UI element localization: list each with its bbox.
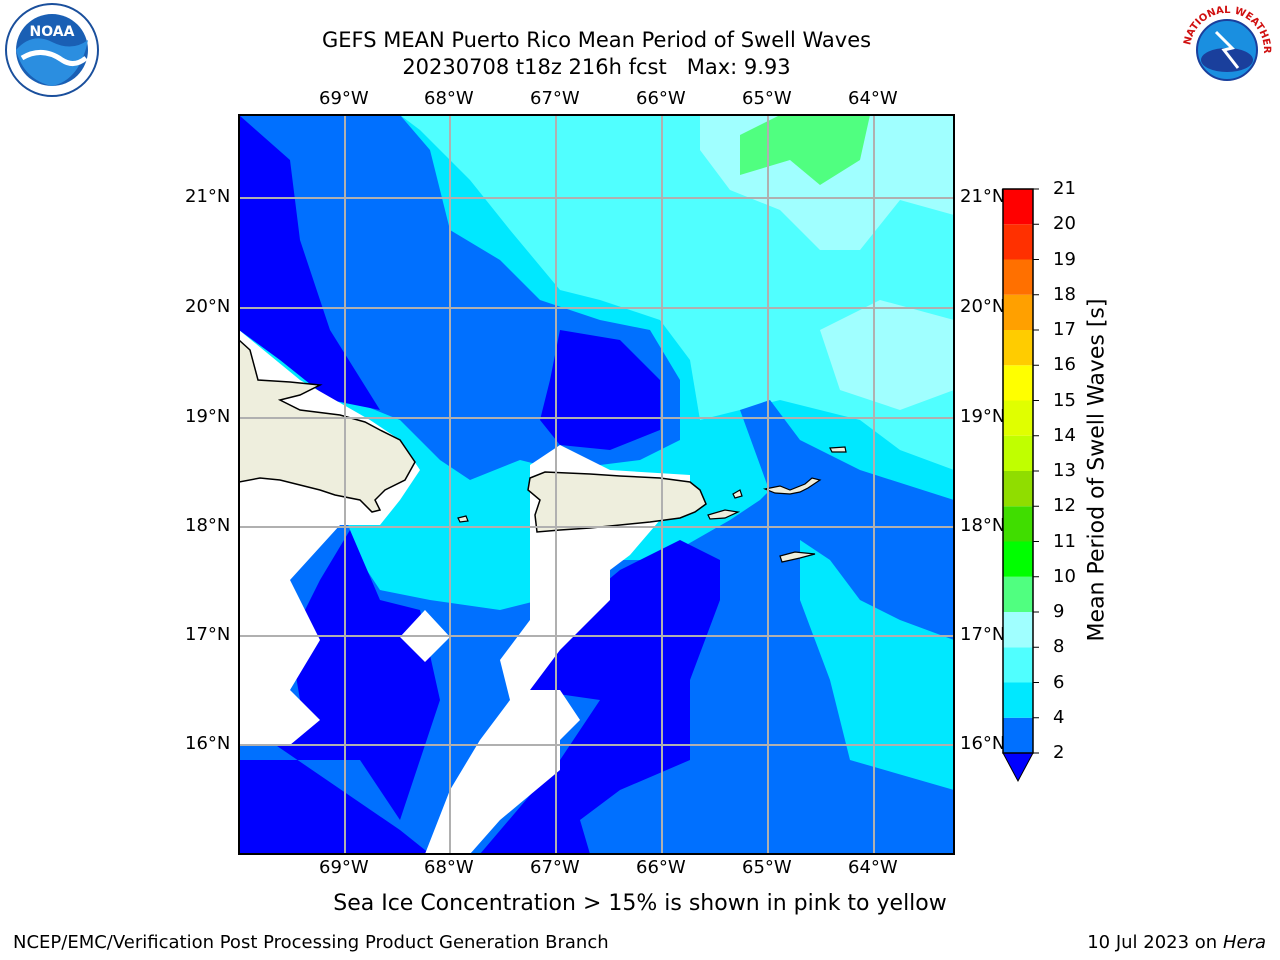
- lat-label-left: 19°N: [185, 406, 231, 427]
- colorbar-swatch: [1003, 224, 1033, 260]
- no-data-region-south: [425, 445, 690, 854]
- lat-label-left: 18°N: [185, 515, 231, 536]
- colorbar-swatch: [1003, 541, 1033, 577]
- colorbar-tick-label: 4: [1053, 706, 1065, 728]
- lon-label-top: 66°W: [636, 88, 686, 109]
- lon-label-top: 69°W: [319, 88, 369, 109]
- st-croix-island: [779, 551, 816, 563]
- colorbar-swatch: [1003, 471, 1033, 507]
- colorbar-tick-label: 20: [1053, 213, 1076, 235]
- colorbar-swatch: [1003, 717, 1033, 753]
- lat-label-right: 19°N: [960, 406, 1006, 427]
- swell-band-0-2-south: [480, 540, 720, 854]
- colorbar-swatch: [1003, 576, 1033, 612]
- colorbar-tick-label: 11: [1053, 530, 1076, 552]
- colorbar-tick-label: 8: [1053, 636, 1065, 658]
- lon-label-top: 64°W: [848, 88, 898, 109]
- lon-label-bottom: 66°W: [636, 857, 686, 878]
- sea-ice-note: Sea Ice Concentration > 15% is shown in …: [333, 891, 947, 916]
- swell-band-0-2-central: [540, 330, 660, 450]
- credit-text: NCEP/EMC/Verification Post Processing Pr…: [13, 932, 609, 953]
- colorbar-swatch: [1003, 647, 1033, 683]
- lat-label-left: 20°N: [185, 296, 231, 317]
- lat-label-left: 16°N: [185, 733, 231, 754]
- colorbar-swatch: [1003, 294, 1033, 330]
- svg-text:NOAA: NOAA: [30, 24, 75, 40]
- colorbar-swatch: [1003, 612, 1033, 648]
- lon-label-top: 65°W: [742, 88, 792, 109]
- colorbar-tick-label: 2: [1053, 742, 1065, 763]
- lon-label-top: 68°W: [424, 88, 474, 109]
- colorbar-tick-label: 18: [1053, 283, 1076, 305]
- colorbar-tick-label: 15: [1053, 389, 1076, 411]
- colorbar-tick-label: 13: [1053, 460, 1076, 481]
- map-gridlines: [239, 115, 954, 854]
- chart-subtitle: 20230708 t18z 216h fcst Max: 9.93: [402, 55, 791, 79]
- colorbar-tick-label: 10: [1053, 565, 1076, 587]
- colorbar-extend-triangle: [1002, 752, 1034, 783]
- swell-band-0-2-northwest: [239, 115, 380, 410]
- lat-label-right: 20°N: [960, 296, 1006, 317]
- colorbar-swatch: [1003, 506, 1033, 542]
- swell-band-8-9-east: [820, 300, 954, 410]
- colorbar-swatch: [1003, 682, 1033, 718]
- colorbar-tick-label: 19: [1053, 248, 1076, 270]
- lat-label-right: 17°N: [960, 624, 1006, 645]
- noaa-logo-icon: NOAA: [5, 3, 99, 97]
- lat-label-right: 18°N: [960, 515, 1006, 536]
- map-frame: [238, 114, 955, 855]
- lon-label-bottom: 68°W: [424, 857, 474, 878]
- colorbar-tick-label: 21: [1053, 178, 1076, 199]
- lat-label-left: 21°N: [185, 186, 231, 207]
- lat-label-right: 21°N: [960, 186, 1006, 207]
- colorbar-tick-label: 12: [1053, 495, 1076, 517]
- lon-label-bottom: 64°W: [848, 857, 898, 878]
- colorbar-swatch: [1003, 189, 1033, 225]
- vieques-island: [707, 509, 741, 520]
- colorbar-swatch: [1003, 435, 1033, 471]
- colorbar-tick-label: 9: [1053, 601, 1065, 622]
- colorbar-swatch: [1003, 259, 1033, 295]
- colorbar-label: Mean Period of Swell Waves [s]: [1084, 298, 1110, 642]
- colorbar-tick-label: 14: [1053, 424, 1076, 446]
- lon-label-bottom: 65°W: [742, 857, 792, 878]
- virgin-islands: [762, 477, 822, 495]
- lon-label-bottom: 67°W: [530, 857, 580, 878]
- colorbar-swatch: [1003, 365, 1033, 401]
- anegada-island: [829, 446, 847, 453]
- colorbar-tick-label: 6: [1053, 671, 1065, 693]
- mona-island: [457, 515, 469, 523]
- culebra-island: [732, 489, 743, 499]
- colorbar-tick-label: 17: [1053, 319, 1076, 340]
- lon-label-bottom: 69°W: [319, 857, 369, 878]
- nws-logo-icon: NATIONAL WEATHER SERVICE: [1176, 2, 1272, 94]
- hispaniola-land: [239, 338, 416, 513]
- colorbar-swatch: [1003, 330, 1033, 366]
- swell-band-0-2-southwest: [239, 530, 440, 854]
- chart-title: GEFS MEAN Puerto Rico Mean Period of Swe…: [321, 28, 872, 52]
- swell-band-9-10: [740, 115, 870, 185]
- colorbar-tick-label: 16: [1053, 354, 1076, 376]
- lon-label-top: 67°W: [530, 88, 580, 109]
- lat-label-right: 16°N: [960, 733, 1006, 754]
- date-stamp: 10 Jul 2023 on Hera: [1087, 932, 1266, 953]
- colorbar-swatch: [1003, 400, 1033, 436]
- swell-band-2-4-east: [740, 400, 954, 640]
- lat-label-left: 17°N: [185, 624, 231, 645]
